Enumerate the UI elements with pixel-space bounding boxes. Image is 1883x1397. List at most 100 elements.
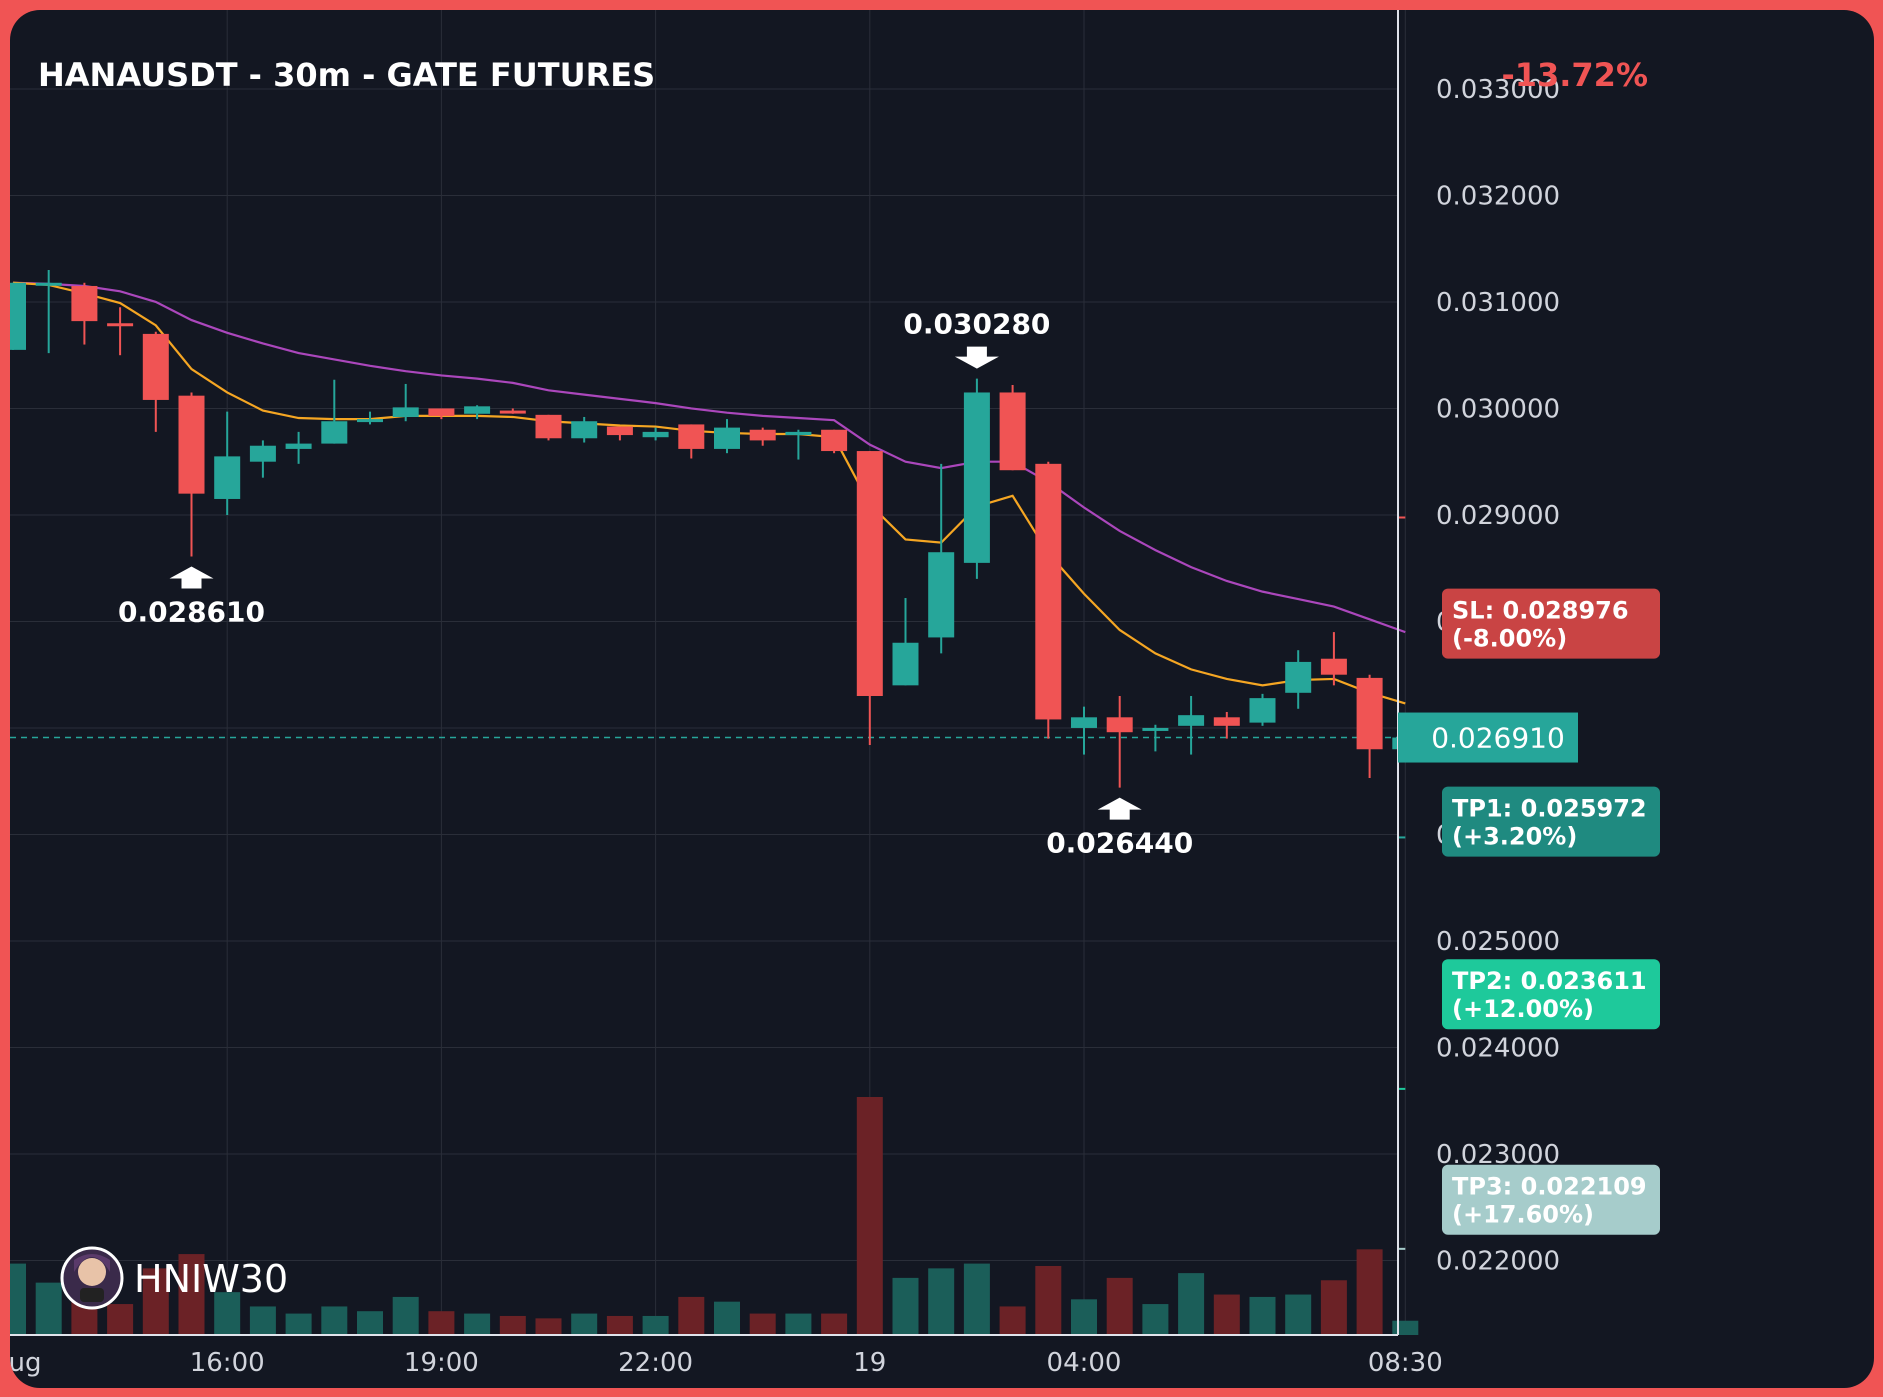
level-pct-tp1: (+3.20%) — [1452, 823, 1577, 851]
candle-body — [1213, 717, 1240, 726]
current-price-label: 0.026910 — [1431, 722, 1565, 755]
volume-bar — [1142, 1304, 1169, 1335]
x-tick-label: 19 — [853, 1348, 886, 1378]
y-tick-label: 0.032000 — [1436, 181, 1560, 211]
candle-body — [107, 323, 134, 327]
candle-body — [606, 426, 633, 436]
x-tick-label: 08:30 — [1368, 1348, 1443, 1378]
candle-body — [10, 282, 26, 350]
volume-bar — [1213, 1294, 1240, 1335]
candle-body — [1356, 677, 1383, 750]
volume-bar — [249, 1306, 276, 1335]
volume-bar — [499, 1315, 526, 1335]
price-chart[interactable]: 0.028610 0.030280 0.026440 0.033000 0.03200… — [10, 10, 1874, 1388]
candle-body — [571, 421, 598, 439]
volume-bar — [1178, 1273, 1205, 1335]
volume-bar — [1285, 1294, 1312, 1335]
candle-body — [392, 407, 419, 417]
candle-body — [1142, 727, 1169, 731]
level-pct-tp2: (+12.00%) — [1452, 995, 1594, 1023]
candle-body — [1071, 717, 1097, 728]
candle-body — [249, 445, 276, 462]
volume-bar — [749, 1313, 776, 1335]
ema-slow-line — [12, 281, 1406, 634]
candle-body — [1320, 658, 1347, 675]
volume-bar — [571, 1313, 598, 1335]
y-tick-label: 0.029000 — [1436, 501, 1560, 531]
grid — [10, 10, 1406, 1335]
level-labels: SL: 0.028976(-8.00%) TP1: 0.025972(+3.20%… — [1442, 588, 1660, 1235]
level-label-tp3: TP3: 0.022109 — [1452, 1173, 1647, 1201]
volume-bar — [142, 1268, 169, 1335]
candle-body — [499, 410, 526, 414]
arrow-up-icon — [169, 566, 214, 589]
level-label-sl: SL: 0.028976 — [1452, 597, 1629, 625]
candle-body — [142, 333, 169, 400]
candle-body — [856, 451, 883, 696]
volume-bar — [535, 1318, 562, 1335]
volume-bar — [107, 1304, 134, 1335]
low-price-label: 0.028610 — [118, 595, 265, 628]
y-tick-label: 0.024000 — [1436, 1033, 1560, 1063]
volume-bar — [178, 1254, 205, 1335]
volume-bar — [963, 1263, 990, 1335]
ema-lines — [12, 281, 1406, 705]
candle-body — [928, 552, 955, 638]
candle-body — [785, 431, 812, 436]
volume-bar — [1106, 1277, 1133, 1335]
arrow-down-icon — [954, 346, 999, 369]
volume-bar — [1392, 1320, 1419, 1335]
level-label-tp1: TP1: 0.025972 — [1452, 795, 1647, 823]
volume-bar — [821, 1313, 848, 1335]
candle-body — [178, 395, 205, 494]
candle-body — [35, 282, 62, 286]
candle-body — [464, 406, 491, 414]
x-tick-label: ug — [10, 1348, 41, 1378]
x-tick-label: 22:00 — [618, 1348, 693, 1378]
volume-bar — [10, 1263, 26, 1335]
volume-bar — [856, 1097, 883, 1335]
y-tick-label: 0.030000 — [1436, 394, 1560, 424]
candle-body — [357, 419, 383, 423]
candle-body — [749, 429, 776, 441]
candle-body — [678, 424, 705, 449]
volume-bar — [892, 1277, 919, 1335]
level-label-tp2: TP2: 0.023611 — [1452, 967, 1647, 995]
candle-body — [892, 642, 919, 686]
volume-bar — [357, 1311, 383, 1335]
candle-body — [1035, 463, 1062, 720]
candle-body — [285, 443, 312, 449]
price-annotations: 0.028610 0.030280 0.026440 — [118, 308, 1193, 860]
axes: 0.033000 0.032000 0.031000 0.030000 0.029000… — [10, 10, 1578, 1378]
watermark-name: HNIW30 — [134, 1257, 288, 1301]
candle-body — [821, 429, 848, 452]
candle-body — [1178, 715, 1205, 726]
volume-bar — [392, 1296, 419, 1335]
low-price-label: 0.026440 — [1046, 827, 1193, 860]
volume-bar — [35, 1282, 62, 1335]
x-tick-label: 04:00 — [1047, 1348, 1122, 1378]
percent-change: -13.72% — [1501, 56, 1648, 94]
volume-bar — [642, 1315, 669, 1335]
candle-body — [1249, 698, 1276, 723]
candles — [10, 270, 1419, 788]
x-tick-label: 19:00 — [404, 1348, 479, 1378]
candle-body — [71, 285, 98, 322]
y-tick-label: 0.025000 — [1436, 927, 1560, 957]
level-label-box-tp2 — [1442, 959, 1660, 1030]
volume-bar — [285, 1313, 312, 1335]
y-tick-label: 0.031000 — [1436, 288, 1560, 318]
candle-body — [535, 414, 562, 439]
current-price-tag — [1398, 712, 1578, 763]
x-tick-label: 16:00 — [190, 1348, 265, 1378]
candle-body — [999, 392, 1026, 471]
high-price-label: 0.030280 — [903, 308, 1050, 341]
volume-bar — [464, 1313, 491, 1335]
volume-bar — [928, 1268, 955, 1335]
ema-fast-line — [12, 281, 1406, 705]
y-tick-label: 0.033000 — [1436, 75, 1560, 105]
candle-body — [321, 421, 348, 444]
level-pct-tp3: (+17.60%) — [1452, 1201, 1594, 1229]
volume-bar — [1356, 1249, 1383, 1335]
volume-bar — [714, 1301, 740, 1335]
